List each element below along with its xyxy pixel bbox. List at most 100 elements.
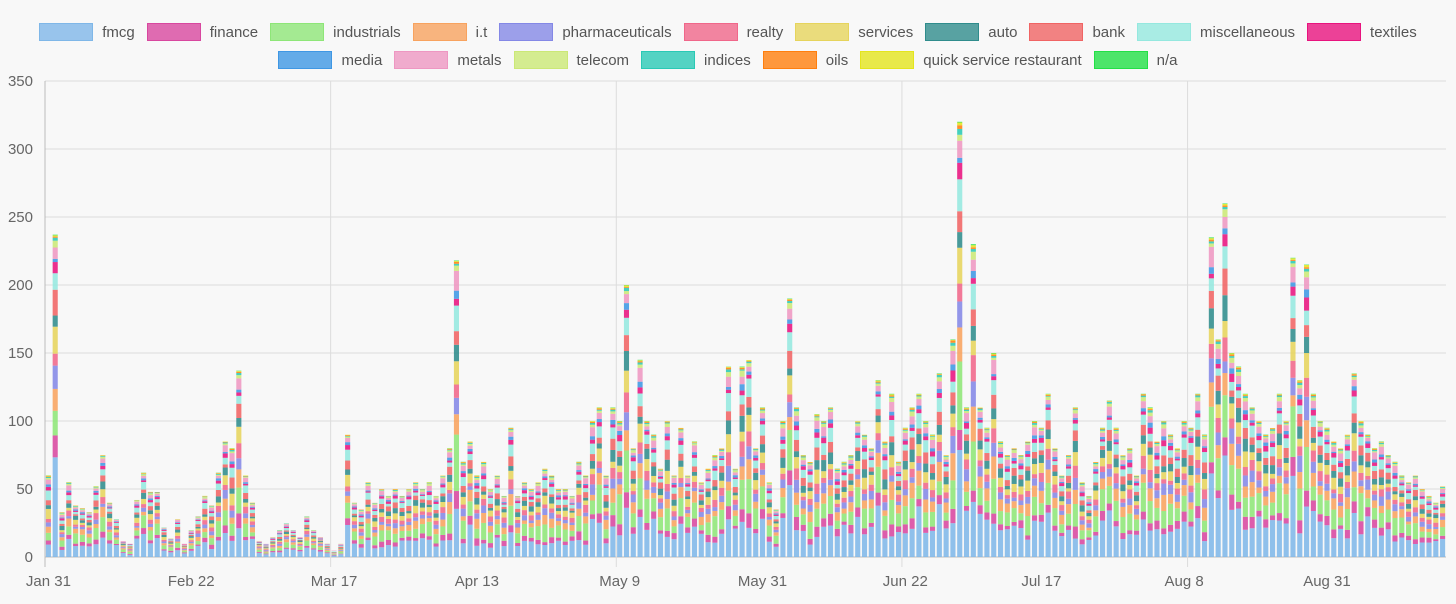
bar-stack[interactable] [984, 427, 990, 557]
bar-stack[interactable] [963, 407, 970, 557]
bar-stack[interactable] [1195, 393, 1201, 557]
bar-stack[interactable] [957, 121, 963, 557]
bar-stack[interactable] [181, 543, 187, 557]
bar-stack[interactable] [1045, 393, 1051, 557]
bar-stack[interactable] [997, 441, 1004, 557]
bar-stack[interactable] [630, 448, 636, 557]
bar-stack[interactable] [807, 461, 813, 557]
bar-stack[interactable] [249, 502, 255, 557]
legend-item-services[interactable]: services [795, 23, 913, 41]
bar-stack[interactable] [970, 244, 976, 557]
bar-stack[interactable] [685, 475, 691, 557]
bar-stack[interactable] [895, 461, 902, 557]
bar-stack[interactable] [338, 543, 344, 557]
legend-item-indices[interactable]: indices [641, 51, 751, 69]
bar-stack[interactable] [331, 550, 337, 557]
bar-stack[interactable] [705, 468, 711, 557]
bar-stack[interactable] [1011, 448, 1017, 557]
legend-item-textiles[interactable]: textiles [1307, 23, 1417, 41]
legend-item-metals[interactable]: metals [394, 51, 502, 69]
bar-stack[interactable] [107, 502, 113, 557]
bar-stack[interactable] [712, 455, 718, 557]
bar-stack[interactable] [1351, 373, 1357, 557]
bar-stack[interactable] [188, 530, 194, 557]
bar-stack[interactable] [1412, 475, 1418, 557]
bar-stack[interactable] [929, 434, 936, 557]
bar-stack[interactable] [1025, 441, 1031, 557]
bar-stack[interactable] [787, 298, 793, 557]
bar-stack[interactable] [433, 495, 439, 557]
bar-stack[interactable] [916, 393, 922, 557]
legend-item-auto[interactable]: auto [925, 23, 1017, 41]
bar-stack[interactable] [1106, 400, 1112, 557]
bar-stack[interactable] [168, 538, 174, 557]
bar-stack[interactable] [256, 540, 262, 557]
bar-stack[interactable] [678, 427, 684, 557]
bar-stack[interactable] [528, 489, 534, 557]
bar-stack[interactable] [576, 461, 582, 557]
legend-item-media[interactable]: media [278, 51, 382, 69]
bar-stack[interactable] [719, 448, 725, 557]
bar-stack[interactable] [583, 475, 589, 557]
bar-stack[interactable] [1304, 264, 1310, 557]
bar-stack[interactable] [290, 530, 296, 557]
bar-stack[interactable] [671, 475, 677, 557]
bar-stack[interactable] [1276, 393, 1282, 557]
bar-stack[interactable] [1113, 427, 1119, 557]
bar-stack[interactable] [1344, 434, 1350, 557]
bar-stack[interactable] [1140, 393, 1146, 557]
bar-stack[interactable] [977, 407, 983, 557]
bar-stack[interactable] [603, 475, 609, 557]
bar-stack[interactable] [746, 359, 752, 557]
bar-stack[interactable] [521, 482, 528, 557]
bar-stack[interactable] [202, 495, 208, 557]
bar-stack[interactable] [297, 537, 303, 557]
bar-stack[interactable] [793, 407, 800, 557]
bar-stack[interactable] [827, 407, 834, 557]
bar-stack[interactable] [1134, 475, 1140, 557]
bar-stack[interactable] [195, 516, 201, 557]
bar-stack[interactable] [1154, 441, 1160, 557]
bar-stack[interactable] [617, 421, 623, 557]
bar-stack[interactable] [909, 407, 915, 557]
bar-stack[interactable] [229, 448, 235, 557]
bar-stack[interactable] [1066, 455, 1072, 557]
bar-stack[interactable] [1004, 455, 1010, 557]
bar-stack[interactable] [875, 380, 881, 557]
bar-stack[interactable] [1338, 448, 1344, 557]
bar-stack[interactable] [1317, 421, 1323, 557]
bar-stack[interactable] [317, 537, 323, 557]
bar-stack[interactable] [814, 414, 820, 557]
bar-stack[interactable] [161, 527, 167, 557]
bar-stack[interactable] [311, 530, 317, 557]
bar-stack[interactable] [889, 393, 895, 557]
legend-item-oils[interactable]: oils [762, 51, 848, 69]
bar-stack[interactable] [209, 505, 215, 557]
bar-stack[interactable] [1100, 427, 1106, 557]
bar-stack[interactable] [1208, 237, 1214, 557]
bar-stack[interactable] [780, 421, 786, 557]
bar-stack[interactable] [555, 489, 562, 557]
legend-item-it[interactable]: i.t [412, 23, 487, 41]
bar-stack[interactable] [120, 541, 126, 557]
legend-item-bank[interactable]: bank [1029, 23, 1125, 41]
bar-stack[interactable] [739, 366, 745, 557]
bar-stack[interactable] [277, 530, 283, 557]
bar-stack[interactable] [59, 512, 65, 557]
bar-stack[interactable] [950, 339, 956, 557]
bar-stack[interactable] [1399, 475, 1405, 557]
legend-item-na[interactable]: n/a [1093, 51, 1178, 69]
bar-stack[interactable] [1385, 455, 1391, 557]
bar-stack[interactable] [1365, 434, 1371, 557]
bar-stack[interactable] [882, 441, 888, 557]
bar-stack[interactable] [1127, 448, 1133, 557]
bar-stack[interactable] [134, 499, 140, 557]
bar-stack[interactable] [1202, 434, 1208, 557]
bar-stack[interactable] [766, 482, 772, 557]
bar-stack[interactable] [1310, 393, 1316, 557]
bar-stack[interactable] [1181, 421, 1187, 557]
bar-stack[interactable] [1419, 489, 1425, 557]
bar-stack[interactable] [861, 434, 868, 557]
bar-stack[interactable] [52, 234, 58, 557]
legend-item-fmcg[interactable]: fmcg [39, 23, 135, 41]
